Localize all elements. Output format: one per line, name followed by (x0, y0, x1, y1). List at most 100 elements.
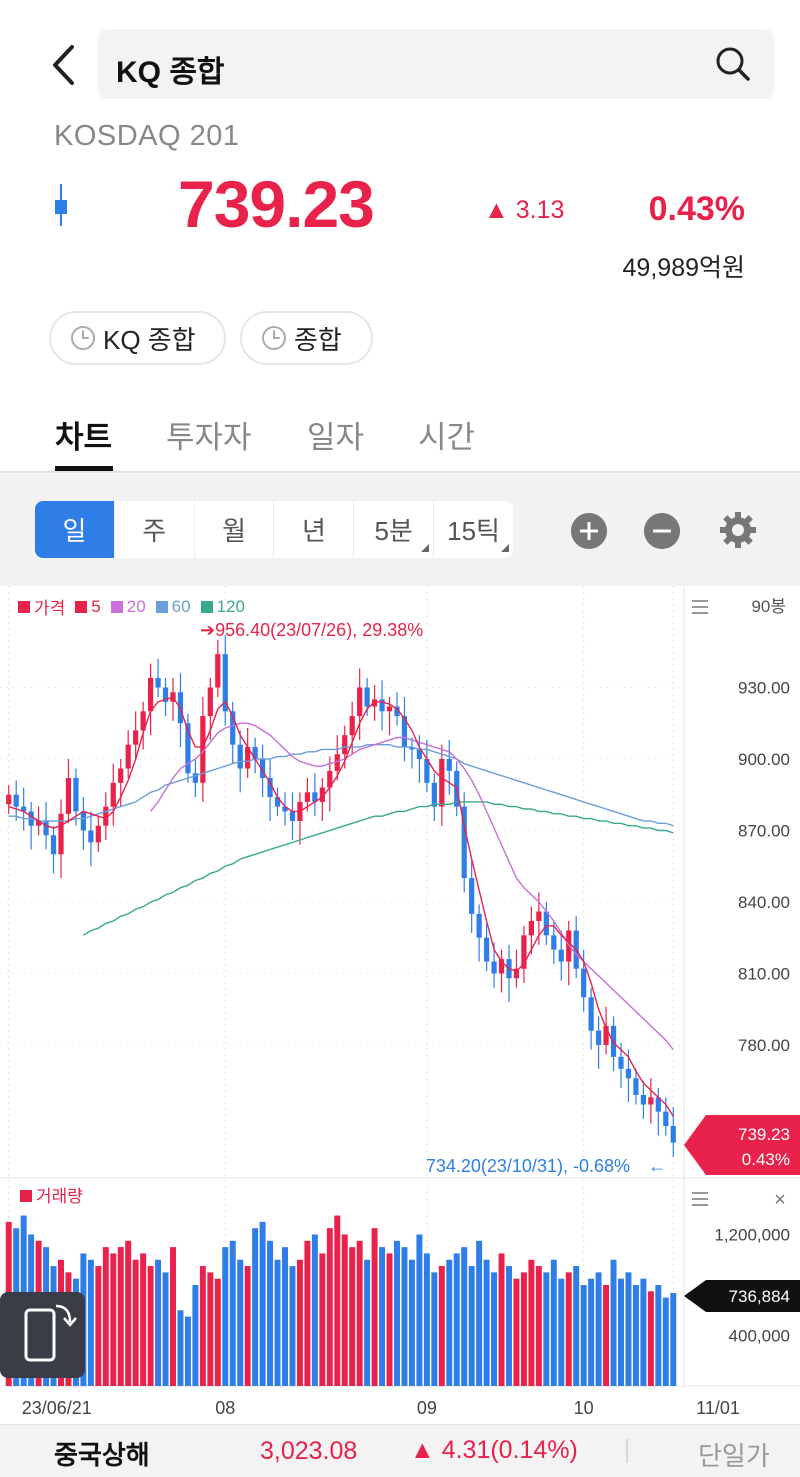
volume-bar (274, 1259, 281, 1386)
period-month-button[interactable]: 월 (195, 501, 275, 558)
search-icon[interactable] (714, 45, 752, 83)
tab-time[interactable]: 시간 (418, 420, 476, 455)
volume-bar (207, 1272, 214, 1386)
legend-swatch (200, 600, 213, 613)
ma5-line (8, 696, 674, 1117)
trade-amount: 49,989억원 (622, 254, 745, 282)
volume-bar (289, 1266, 296, 1386)
candle-body (319, 787, 325, 802)
volume-bar (147, 1266, 154, 1386)
candle-body (618, 1056, 624, 1069)
dropdown-corner-icon (500, 544, 509, 552)
volume-bar (401, 1247, 408, 1386)
volume-bar (162, 1272, 169, 1386)
volume-bar (438, 1266, 445, 1386)
volume-bar (252, 1228, 259, 1386)
candle-body (334, 754, 340, 771)
candle-body (162, 687, 169, 702)
candle-body (439, 758, 445, 807)
candle-body (110, 782, 116, 807)
tab-daily[interactable]: 일자 (307, 420, 365, 455)
chart-area[interactable]: 930.00 900.00 870.00 840.00 810.00 780.00 1,20… (0, 586, 800, 1422)
gear-icon[interactable] (718, 510, 758, 550)
tab-investor[interactable]: 투자자 (166, 420, 252, 455)
candle-body (551, 935, 557, 950)
back-button[interactable] (40, 38, 86, 92)
candle-body (401, 716, 408, 748)
mini-candle-icon (55, 184, 67, 226)
chip-kq-composite[interactable]: KQ 종합 (49, 311, 226, 365)
volume-bar (573, 1266, 580, 1386)
price-tick-label: 930.00 (738, 678, 790, 697)
volume-bar (341, 1234, 348, 1386)
volume-bar (117, 1247, 124, 1386)
volume-bar (125, 1240, 132, 1386)
volume-bar (267, 1240, 274, 1386)
rotate-screen-button[interactable] (0, 1292, 85, 1378)
zoom-in-icon[interactable] (571, 513, 607, 549)
volume-bar (506, 1266, 512, 1386)
candle-body (118, 768, 124, 783)
candle-body (416, 749, 423, 759)
volume-bar (184, 1316, 191, 1386)
dropdown-corner-icon (421, 544, 430, 552)
candle-body (558, 949, 564, 962)
volume-bar (304, 1240, 311, 1386)
volume-bar (199, 1266, 206, 1386)
period-5min-button[interactable]: 5분 (354, 501, 435, 558)
candle-body (543, 911, 549, 936)
candle-body (394, 706, 400, 717)
volume-menu-icon[interactable] (692, 1192, 708, 1206)
candle-body (476, 913, 482, 938)
volume-bar (311, 1234, 318, 1386)
legend-label: 120 (216, 596, 245, 616)
volume-bar (543, 1272, 550, 1386)
period-label: 5분 (374, 516, 413, 546)
legend-ma5: 5 (75, 594, 101, 619)
candle-body (274, 797, 281, 807)
period-15tick-button[interactable]: 15틱 (434, 501, 513, 558)
ticker-bar[interactable]: 중국상해 3,023.08 ▲ 4.31(0.14%) 단일가 (0, 1424, 800, 1477)
search-query: KQ 종합 (116, 56, 225, 89)
chart-menu-icon[interactable] (692, 600, 708, 614)
volume-bar (461, 1247, 468, 1386)
candle-body (670, 1125, 676, 1143)
tab-chart[interactable]: 차트 (55, 420, 113, 455)
rotate-screen-icon (24, 1304, 77, 1362)
candle-body (215, 654, 221, 688)
candlestick-chart[interactable]: 930.00 900.00 870.00 840.00 810.00 780.00 1,20… (0, 586, 800, 1422)
chip-composite[interactable]: 종합 (240, 311, 373, 365)
volume-bar (155, 1259, 162, 1386)
candle-body (252, 747, 258, 759)
ma120-line (83, 801, 674, 936)
divider (626, 1439, 628, 1463)
legend-swatch (18, 600, 30, 613)
legend-swatch (155, 600, 168, 613)
volume-bar (618, 1278, 624, 1386)
period-week-button[interactable]: 주 (115, 501, 195, 558)
volume-tick-label: 1,200,000 (714, 1226, 790, 1245)
candle-body (21, 806, 27, 812)
candle-count-label: 90봉 (751, 597, 786, 616)
candle-body (13, 794, 19, 807)
period-year-button[interactable]: 년 (274, 501, 355, 558)
volume-bar (386, 1253, 393, 1386)
candle-body (43, 820, 49, 836)
volume-bar (237, 1259, 244, 1386)
period-label: 15틱 (447, 516, 500, 546)
volume-bar (580, 1285, 587, 1386)
zoom-out-icon[interactable] (644, 513, 680, 549)
search-box[interactable]: KQ 종합 (98, 29, 774, 99)
volume-bar (319, 1253, 326, 1386)
candle-body (267, 778, 273, 798)
candle-body (595, 1030, 602, 1045)
volume-bar (244, 1266, 251, 1386)
x-tick-label: 08 (215, 1398, 235, 1418)
candle-body (259, 758, 266, 779)
single-price-button[interactable]: 단일가 (698, 1441, 770, 1471)
volume-bar (259, 1221, 266, 1386)
period-day-button[interactable]: 일 (35, 501, 115, 558)
candle-body (6, 794, 12, 805)
volume-bar (670, 1292, 677, 1386)
candle-body (633, 1078, 639, 1095)
